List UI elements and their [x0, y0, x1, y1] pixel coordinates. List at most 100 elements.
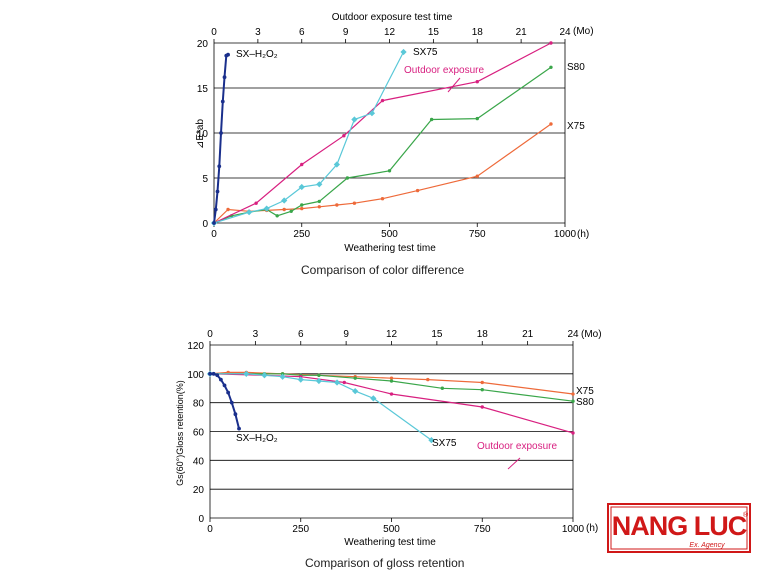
y-tick-label: 60: [193, 428, 205, 439]
data-point-sx-h2o2: [213, 207, 218, 212]
x-tick-label: 750: [474, 524, 491, 535]
data-point-x75: [352, 201, 357, 205]
data-point-s80: [389, 379, 394, 383]
series-label-sx75: SX75: [432, 438, 457, 449]
series-line-sx75: [210, 373, 432, 441]
series-line-sx-h2o2: [213, 53, 229, 224]
data-point-s80: [345, 176, 350, 180]
x-tick-label: 0: [211, 229, 217, 240]
series-label-outdoor-exposure: Outdoor exposure: [404, 65, 484, 76]
nang-luc-logo: NANG LUC ® Ex. Agency: [607, 503, 751, 553]
data-point-sx75: [315, 377, 323, 385]
data-point-sx-h2o2: [215, 373, 220, 378]
data-point-s80: [353, 376, 357, 380]
data-point-sx75: [243, 370, 250, 377]
series-label-sx-h2o2: SX–H₂O₂: [236, 433, 278, 444]
data-point-sx75: [368, 110, 376, 117]
data-point-s80: [244, 372, 248, 376]
data-point-sx-h2o2: [237, 426, 241, 431]
top-tick-label: 21: [516, 27, 528, 38]
data-point-x75: [317, 373, 321, 377]
y-tick-label: 15: [197, 84, 209, 95]
series-pointer: [447, 77, 461, 93]
y-tick-label: 80: [193, 399, 205, 410]
y-tick-label: 5: [202, 174, 208, 185]
data-point-outdoor-exposure: [299, 375, 303, 379]
data-point-sx75: [370, 395, 377, 402]
logo-registered: ®: [743, 511, 749, 519]
data-point-outdoor-exposure: [300, 162, 304, 167]
series-label-x75: X75: [567, 121, 585, 132]
data-point-outdoor-exposure: [571, 431, 575, 435]
data-point-s80: [299, 373, 303, 377]
x-unit-label: (h): [586, 523, 598, 534]
data-point-s80: [262, 372, 267, 376]
data-point-s80: [317, 373, 321, 377]
data-point-x75: [244, 370, 248, 375]
x-axis-title: Weathering test time: [344, 243, 436, 254]
x-tick-label: 750: [469, 229, 486, 240]
x-unit-label: (h): [577, 229, 589, 240]
data-point-sx-h2o2: [229, 400, 234, 405]
top-unit-label: (Mo): [581, 329, 602, 340]
data-point-sx-h2o2: [208, 371, 212, 376]
top-tick-label: 15: [431, 329, 443, 340]
top-axis-title: Outdoor exposure test time: [332, 12, 453, 23]
data-point-x75: [426, 377, 430, 382]
top-tick-label: 15: [428, 27, 440, 38]
data-point-s80: [289, 209, 293, 213]
top-tick-label: 6: [298, 329, 304, 340]
data-point-outdoor-exposure: [254, 201, 258, 205]
y-tick-label: 100: [187, 370, 204, 381]
data-point-sx75: [206, 370, 214, 377]
x-tick-label: 1000: [562, 524, 585, 535]
series-label-sx75: SX75: [413, 47, 438, 58]
top-tick-label: 9: [343, 27, 349, 38]
data-point-outdoor-exposure: [475, 80, 479, 84]
series-line-sx75: [213, 51, 405, 224]
data-point-s80: [208, 372, 212, 376]
series-line-s80: [210, 373, 574, 402]
y-tick-label: 10: [197, 129, 209, 140]
x-axis-title: Weathering test time: [344, 537, 436, 548]
data-point-x75: [389, 376, 394, 380]
data-point-sx-h2o2: [211, 371, 216, 376]
series-line-outdoor-exposure: [209, 373, 574, 434]
data-point-s80: [571, 399, 575, 403]
data-point-outdoor-exposure: [342, 134, 346, 138]
data-point-outdoor-exposure: [389, 392, 394, 396]
top-tick-label: 21: [522, 329, 534, 340]
data-point-x75: [280, 372, 285, 376]
data-point-s80: [387, 169, 392, 173]
data-point-sx-h2o2: [222, 75, 227, 80]
data-point-sx-h2o2: [218, 377, 223, 382]
data-point-x75: [300, 206, 304, 211]
data-point-outdoor-exposure: [342, 380, 347, 385]
top-tick-label: 24: [567, 329, 579, 340]
x-tick-label: 1000: [554, 229, 577, 240]
data-point-x75: [415, 188, 420, 193]
y-tick-label: 0: [202, 219, 208, 230]
series-label-sx-h2o2: SX–H₂O₂: [236, 49, 278, 60]
data-point-sx75: [400, 48, 407, 56]
data-point-sx-h2o2: [226, 390, 231, 395]
data-point-outdoor-exposure: [208, 372, 212, 376]
data-point-outdoor-exposure: [380, 98, 385, 103]
data-point-s80: [480, 387, 484, 392]
series-pointer: [507, 457, 521, 470]
data-point-s80: [275, 214, 279, 218]
series-label-x75: X75: [576, 386, 594, 397]
x-tick-label: 0: [207, 524, 213, 535]
series-label-outdoor-exposure: Outdoor exposure: [477, 441, 557, 452]
data-point-x75: [208, 372, 212, 376]
top-tick-label: 24: [559, 27, 571, 38]
data-point-sx75: [279, 373, 286, 380]
y-axis-title: ⊿E*ab: [195, 119, 206, 150]
data-point-x75: [226, 207, 230, 212]
chart1-caption: Comparison of color difference: [301, 263, 465, 277]
logo-brand: NANG LUC: [612, 511, 747, 541]
data-point-x75: [549, 122, 553, 126]
data-point-x75: [317, 205, 321, 209]
